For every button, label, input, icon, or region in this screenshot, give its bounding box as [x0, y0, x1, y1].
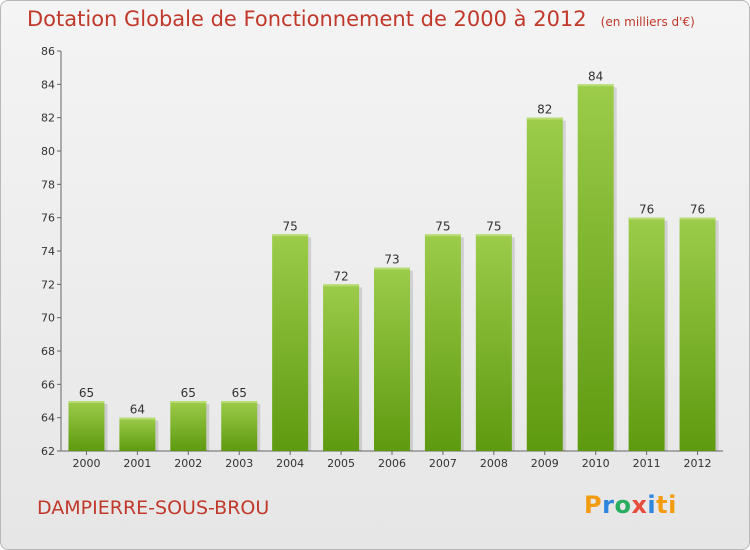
bar-2002[interactable]	[170, 401, 207, 451]
x-tick-label: 2001	[123, 457, 151, 470]
proxiti-logo[interactable]: Proxiti	[584, 491, 677, 519]
x-tick-label: 2003	[225, 457, 253, 470]
bar-top-highlight	[221, 401, 258, 403]
bar-value-label: 76	[690, 203, 705, 217]
bar-2003[interactable]	[221, 401, 258, 451]
y-tick-label: 64	[41, 412, 55, 425]
bar-top-highlight	[374, 267, 410, 270]
bar-2009[interactable]	[526, 117, 563, 452]
bar-top-highlight	[475, 234, 512, 237]
x-tick-label: 2005	[327, 457, 355, 470]
bar-top-highlight	[119, 417, 156, 420]
bar-2006[interactable]	[374, 267, 410, 451]
bar-2005[interactable]	[323, 284, 360, 451]
y-tick-label: 68	[41, 345, 55, 358]
chart-subtitle: (en milliers d'€)	[600, 15, 695, 29]
bar-2004[interactable]	[272, 234, 309, 451]
bar-2011[interactable]	[628, 217, 665, 451]
x-tick-label: 2012	[684, 457, 712, 470]
bar-value-label: 65	[181, 386, 196, 400]
bar-2000[interactable]	[68, 401, 105, 451]
x-tick-label: 2000	[72, 457, 100, 470]
y-tick-label: 84	[41, 78, 55, 91]
bar-top-highlight	[526, 117, 563, 120]
bar-value-label: 65	[232, 386, 247, 400]
x-tick-label: 2006	[378, 457, 406, 470]
bar-top-highlight	[272, 234, 309, 237]
x-tick-label: 2002	[174, 457, 202, 470]
y-tick-label: 72	[41, 278, 55, 291]
bar-value-label: 84	[588, 69, 603, 83]
bar-2010[interactable]	[577, 84, 614, 451]
bar-value-label: 76	[639, 203, 654, 217]
bar-top-highlight	[68, 401, 105, 403]
bar-value-label: 65	[79, 386, 94, 400]
bar-value-label: 73	[384, 253, 399, 267]
x-tick-label: 2007	[429, 457, 457, 470]
bar-value-label: 75	[486, 219, 501, 233]
bar-value-label: 72	[333, 269, 348, 283]
y-tick-label: 82	[41, 112, 55, 125]
bar-2007[interactable]	[424, 234, 461, 451]
x-tick-label: 2008	[480, 457, 508, 470]
bar-2001[interactable]	[119, 417, 156, 451]
y-tick-label: 76	[41, 212, 55, 225]
y-tick-label: 70	[41, 312, 55, 325]
bar-top-highlight	[323, 284, 360, 287]
bar-2008[interactable]	[475, 234, 512, 451]
bar-value-label: 64	[130, 403, 145, 417]
commune-name: DAMPIERRE-SOUS-BROU	[37, 497, 270, 519]
chart-title: Dotation Globale de Fonctionnement de 20…	[27, 7, 695, 31]
x-tick-label: 2009	[531, 457, 559, 470]
y-tick-label: 86	[41, 45, 55, 58]
bar-top-highlight	[170, 401, 207, 403]
y-tick-label: 62	[41, 445, 55, 458]
x-tick-label: 2011	[633, 457, 661, 470]
bar-top-highlight	[577, 84, 614, 87]
bar-value-label: 75	[283, 219, 298, 233]
bar-2012[interactable]	[679, 217, 716, 451]
y-tick-label: 78	[41, 178, 55, 191]
x-tick-label: 2010	[582, 457, 610, 470]
x-tick-label: 2004	[276, 457, 304, 470]
bar-value-label: 75	[435, 219, 450, 233]
y-tick-label: 74	[41, 245, 55, 258]
bar-top-highlight	[679, 217, 716, 220]
bar-top-highlight	[424, 234, 461, 237]
y-tick-label: 66	[41, 378, 55, 391]
y-tick-label: 80	[41, 145, 55, 158]
bar-value-label: 82	[537, 103, 552, 117]
bar-top-highlight	[628, 217, 665, 220]
